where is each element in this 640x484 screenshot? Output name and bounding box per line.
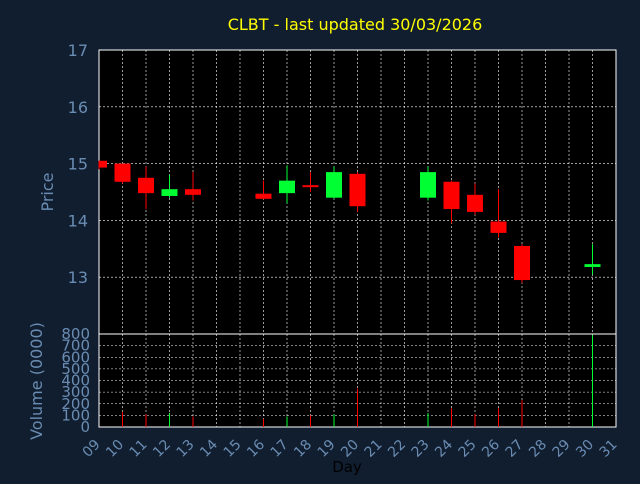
- candle: [185, 172, 201, 201]
- candle-body: [584, 264, 601, 267]
- x-tick-label: 28: [526, 437, 550, 461]
- volume-bars: [122, 335, 593, 427]
- candle-body: [514, 245, 530, 281]
- candle: [138, 166, 154, 210]
- candle-body: [279, 180, 295, 194]
- candle-body: [490, 221, 507, 233]
- volume-y-tick-label: 700: [61, 337, 90, 355]
- volume-y-tick-label: 600: [61, 348, 90, 366]
- candle: [326, 166, 342, 199]
- price-axis-label: Price: [38, 172, 57, 211]
- x-axis-label: Day: [332, 458, 362, 476]
- candle: [490, 189, 507, 238]
- x-tick-label: 21: [362, 437, 386, 461]
- candle-body: [326, 172, 342, 198]
- price-y-tick-label: 15: [68, 155, 88, 174]
- x-tick-label: 24: [432, 437, 456, 461]
- price-y-tick-label: 17: [68, 41, 88, 60]
- candle: [514, 244, 530, 283]
- candle-body: [185, 189, 201, 195]
- chart-title: CLBT - last updated 30/03/2026: [228, 15, 483, 34]
- candle: [114, 163, 131, 184]
- x-tick-label: 17: [268, 437, 292, 461]
- candle: [161, 174, 178, 198]
- candle-body: [349, 173, 366, 207]
- candle: [255, 180, 272, 200]
- x-tick-label: 22: [385, 437, 409, 461]
- x-tick-label: 25: [456, 437, 480, 461]
- x-tick-label: 15: [221, 437, 245, 461]
- candle-body: [99, 160, 107, 168]
- x-tick-label: 27: [503, 437, 527, 461]
- x-tick-label: 29: [550, 437, 574, 461]
- candle: [420, 166, 436, 201]
- volume-y-tick-label: 800: [61, 325, 90, 343]
- candle-body: [420, 172, 436, 198]
- candle: [443, 180, 460, 224]
- x-tick-label: 14: [197, 437, 221, 461]
- price-y-ticks: 13 14 15 16 17: [68, 41, 88, 287]
- volume-y-tick-label: 300: [61, 383, 90, 401]
- volume-y-tick-label: 0: [80, 418, 90, 436]
- x-tick-label: 12: [150, 437, 174, 461]
- candle: [467, 183, 483, 215]
- candle: [302, 172, 319, 192]
- x-tick-label: 31: [597, 437, 621, 461]
- volume-y-tick-label: 500: [61, 360, 90, 378]
- candle-body: [302, 185, 319, 188]
- x-tick-label: 11: [127, 437, 151, 461]
- x-tick-label: 23: [409, 437, 433, 461]
- x-tick-label: 18: [291, 437, 315, 461]
- candle-body: [467, 194, 483, 212]
- x-tick-label: 30: [573, 437, 597, 461]
- candle-body: [138, 177, 154, 194]
- x-tick-label: 13: [174, 437, 198, 461]
- price-y-tick-label: 16: [68, 98, 88, 117]
- x-tick-label: 26: [479, 437, 503, 461]
- candles: [98, 160, 601, 283]
- volume-y-tick-label: 100: [61, 406, 90, 424]
- candle: [349, 172, 366, 212]
- volume-y-tick-label: 400: [61, 372, 90, 390]
- price-y-tick-label: 13: [68, 268, 88, 287]
- candle: [279, 165, 295, 204]
- candle-body: [443, 181, 460, 210]
- price-y-tick-label: 14: [68, 211, 88, 230]
- candle: [98, 160, 107, 170]
- candle-body: [255, 193, 272, 199]
- x-tick-label: 16: [244, 437, 268, 461]
- volume-axis-label: Volume (0000): [27, 322, 46, 440]
- candle: [584, 244, 601, 275]
- candle-body: [161, 189, 178, 196]
- candle-body: [114, 163, 131, 182]
- x-tick-label: 09: [80, 437, 104, 461]
- volume-y-tick-label: 200: [61, 395, 90, 413]
- x-tick-label: 10: [103, 437, 127, 461]
